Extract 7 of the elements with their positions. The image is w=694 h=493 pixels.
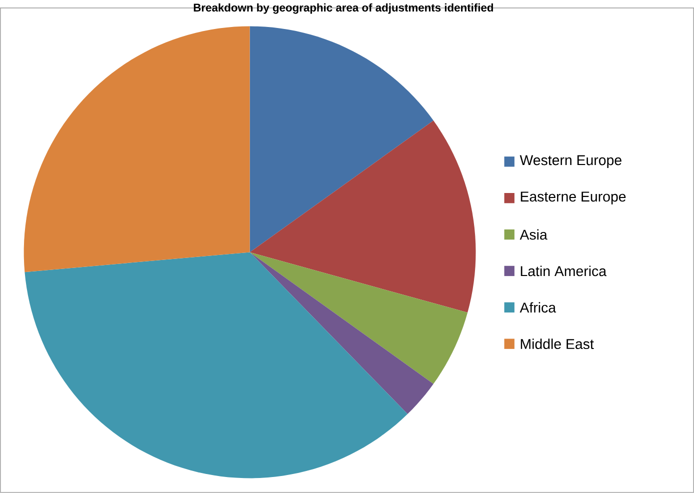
legend-label: Africa	[520, 302, 556, 313]
legend-label: Middle East	[520, 338, 594, 350]
chart-title: Breakdown by geographic area of adjustments identified	[194, 3, 493, 14]
legend-label: Latin America	[520, 266, 607, 276]
legend-label: Easterne Europe	[520, 192, 626, 204]
legend-label: Western Europe	[520, 155, 622, 168]
legend-label: Asia	[520, 229, 548, 240]
